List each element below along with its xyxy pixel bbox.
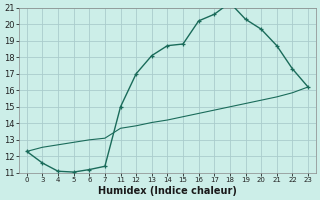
X-axis label: Humidex (Indice chaleur): Humidex (Indice chaleur) <box>98 186 237 196</box>
